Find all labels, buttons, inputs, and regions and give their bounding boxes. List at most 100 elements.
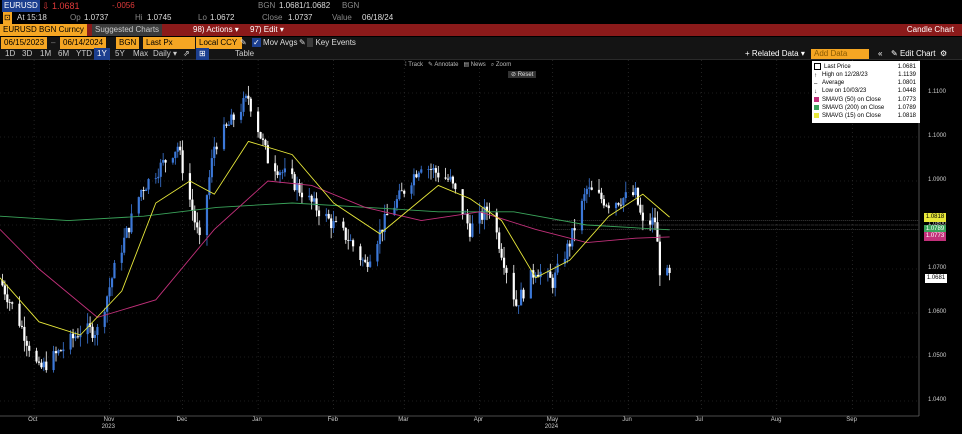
period-ytd[interactable]: YTD — [76, 49, 92, 58]
candle-body — [554, 272, 557, 288]
field-select[interactable]: Last Px — [143, 37, 195, 49]
source-select[interactable]: BGN — [116, 37, 140, 49]
news-tool[interactable]: ▤ News — [463, 62, 486, 68]
collapse-icon[interactable]: « — [878, 49, 883, 58]
candle-body — [641, 212, 644, 221]
candle-body — [568, 243, 571, 247]
candle-body — [517, 305, 520, 307]
zoom-tool[interactable]: ⌕ Zoom — [490, 62, 512, 68]
legend-label: SMAVG (200) on Close — [822, 105, 885, 111]
candle-body — [449, 176, 452, 180]
candle-body — [393, 207, 396, 216]
x-tick-label: Nov — [103, 417, 115, 423]
candle-body — [157, 176, 160, 179]
candle-body — [398, 190, 401, 200]
table-button[interactable]: Table — [235, 49, 255, 58]
end-date-input[interactable]: 06/14/2024 — [60, 37, 107, 49]
candle-body — [281, 172, 284, 174]
track-tool[interactable]: ⁞ Track — [405, 62, 424, 68]
x-tick-label: Apr — [473, 417, 484, 423]
edit-chart-button[interactable]: ✎ Edit Chart — [891, 49, 936, 58]
key-events-toggle[interactable]: Key Events — [307, 37, 356, 49]
frequency-select[interactable]: Daily ▾ — [153, 49, 178, 58]
candle-body — [62, 349, 65, 352]
mov-avgs-edit-icon[interactable]: ✎ — [299, 38, 306, 47]
candle-chart[interactable] — [0, 60, 962, 434]
close-value: 1.0737 — [288, 13, 313, 22]
candle-body — [208, 177, 211, 196]
period-5y[interactable]: 5Y — [115, 49, 125, 58]
y-tick-label: 1.0700 — [928, 265, 947, 271]
security-box[interactable]: EURUSD BGN Curncy — [0, 24, 87, 36]
candle-body — [342, 221, 345, 228]
candle-body — [417, 172, 420, 178]
suggested-charts-button[interactable]: Suggested Charts — [92, 24, 163, 36]
actions-label: Actions — [206, 25, 233, 34]
annotate-label: Annotate — [434, 62, 459, 68]
candle-body — [25, 340, 28, 346]
settings-gear-icon[interactable]: ⚙ — [940, 49, 948, 58]
legend-value: 1.0801 — [897, 80, 916, 86]
time-label: At 15:18 — [17, 13, 47, 22]
reset-button[interactable]: ⊘ Reset — [508, 71, 537, 78]
period-6m[interactable]: 6M — [58, 49, 70, 58]
candle-body — [91, 326, 94, 338]
pencil-icon[interactable]: ✎ — [240, 38, 247, 47]
candle-body — [656, 222, 659, 242]
add-data-input[interactable]: Add Data — [811, 49, 869, 59]
candle-body — [171, 158, 174, 163]
chart-icon[interactable]: ⊡ — [3, 12, 12, 24]
candle-body — [639, 204, 642, 213]
candle-body — [176, 146, 179, 152]
candle-body — [427, 169, 430, 170]
candle-body — [120, 252, 123, 263]
period-max[interactable]: Max — [133, 49, 149, 58]
candle-body — [512, 272, 515, 300]
legend-label: SMAVG (15) on Close — [822, 113, 881, 119]
open-value: 1.0737 — [84, 13, 109, 22]
actions-menu[interactable]: 98) Actions ▾ — [193, 25, 239, 34]
candle-body — [259, 132, 262, 139]
candle-body — [400, 190, 403, 192]
start-date-input[interactable]: 06/15/2023 — [1, 37, 48, 49]
candle-body — [632, 192, 635, 195]
candle-body — [230, 114, 233, 125]
ticker-label[interactable]: EURUSD — [2, 0, 40, 12]
last-price: 1.0681 — [52, 1, 80, 11]
candle-body — [283, 168, 286, 173]
edit-menu[interactable]: 97) Edit ▾ — [250, 25, 284, 34]
legend-value: 1.0818 — [897, 113, 916, 119]
legend-value: 1.0448 — [897, 88, 916, 94]
mov-avgs-toggle[interactable]: ✓ Mov Avgs — [252, 37, 297, 49]
period-1y[interactable]: 1Y — [94, 48, 110, 60]
candle-body — [274, 163, 277, 172]
candle-body — [179, 146, 182, 151]
candle-body — [551, 277, 554, 288]
related-data-label: Related Data — [751, 49, 799, 58]
legend-value: 1.0789 — [897, 105, 916, 111]
net-change: -.0056 — [112, 1, 135, 10]
currency-select[interactable]: Local CCY — [196, 37, 242, 49]
period-1m[interactable]: 1M — [40, 49, 52, 58]
candle-body — [42, 361, 45, 368]
legend-label: Average — [822, 80, 845, 86]
legend-row-sma50: SMAVG (50) on Close 1.0773 — [814, 96, 918, 104]
layout-icon[interactable]: ⊞ — [196, 48, 209, 60]
candle-body — [571, 228, 574, 247]
draw-icon[interactable]: ⇗ — [183, 49, 190, 58]
period-3d[interactable]: 3D — [22, 49, 33, 58]
actions-num: 98) — [193, 25, 205, 34]
legend-row-average: – Average 1.0801 — [814, 79, 918, 87]
period-1d[interactable]: 1D — [5, 49, 16, 58]
low-marker-icon: ↓ — [814, 88, 817, 95]
related-data-button[interactable]: + Related Data ▾ — [745, 49, 805, 58]
legend-row-sma15: SMAVG (15) on Close 1.0818 — [814, 112, 918, 120]
candle-body — [451, 176, 455, 184]
candle-body — [366, 262, 369, 267]
candle-body — [549, 271, 552, 278]
candle-body — [432, 168, 435, 170]
x-year-label: 2024 — [544, 424, 559, 430]
candle-body — [634, 187, 637, 195]
candle-body — [597, 189, 601, 193]
annotate-tool[interactable]: ✎ Annotate — [428, 62, 459, 68]
